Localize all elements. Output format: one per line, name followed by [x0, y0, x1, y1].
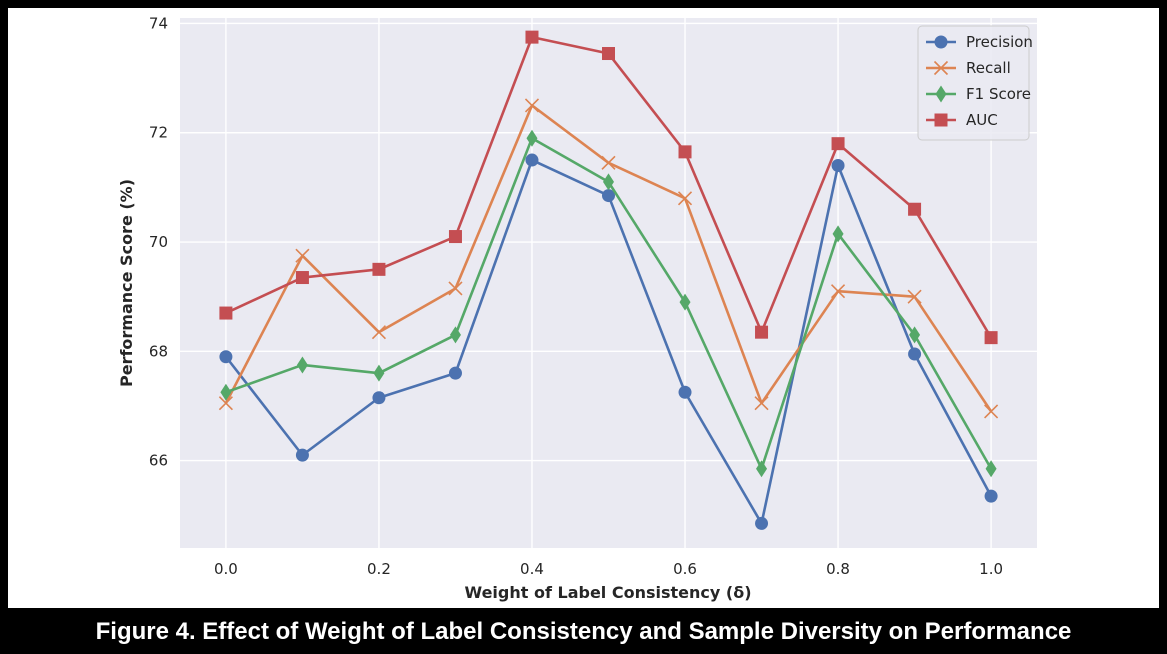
- data-point: [295, 248, 310, 263]
- data-point: [371, 325, 387, 340]
- data-point: [372, 391, 386, 405]
- series-layer: [218, 30, 999, 530]
- figure-caption: Figure 4. Effect of Weight of Label Cons…: [95, 618, 1072, 645]
- x-tick-label: 1.0: [979, 560, 1003, 578]
- x-tick-label: 0.4: [520, 560, 544, 578]
- y-tick-label: 68: [149, 342, 168, 360]
- legend-label: Recall: [966, 59, 1011, 77]
- data-point: [933, 60, 949, 76]
- x-axis-label: Weight of Label Consistency (δ): [465, 583, 752, 602]
- data-point: [984, 331, 998, 345]
- data-point: [220, 383, 232, 401]
- y-tick-label: 72: [149, 124, 168, 142]
- data-point: [296, 356, 308, 374]
- data-point: [373, 364, 385, 382]
- data-point: [219, 350, 233, 364]
- y-tick-label: 66: [149, 452, 168, 470]
- data-point: [935, 85, 947, 103]
- legend-label: Precision: [966, 33, 1033, 51]
- data-point: [525, 30, 539, 44]
- data-point: [678, 385, 692, 399]
- plot-area: [180, 18, 1037, 548]
- data-point: [832, 225, 844, 243]
- data-point: [756, 460, 768, 478]
- data-point: [448, 281, 463, 296]
- series-f1-score: [220, 129, 997, 478]
- data-point: [526, 129, 538, 147]
- data-point: [934, 35, 948, 49]
- data-point: [984, 489, 998, 503]
- data-point: [830, 284, 846, 299]
- data-point: [909, 326, 921, 344]
- data-point: [678, 145, 692, 159]
- data-point: [907, 289, 922, 304]
- data-point: [601, 155, 616, 170]
- data-point: [934, 113, 948, 127]
- data-point: [602, 47, 615, 61]
- data-point: [372, 262, 386, 276]
- legend-item: Precision: [926, 33, 1033, 51]
- legend-item: F1 Score: [926, 85, 1031, 103]
- data-point: [219, 306, 233, 320]
- line-chart: 0.0 0.2 0.4 0.6 0.8 1.0 66 68 70 72 74 Weight of L…: [117, 14, 1037, 602]
- data-point: [754, 396, 769, 411]
- series-recall: [218, 98, 999, 419]
- y-tick-label: 70: [149, 233, 168, 251]
- data-point: [755, 325, 769, 339]
- data-point: [295, 271, 309, 285]
- data-point: [984, 404, 999, 419]
- legend: Precision Recall F1 Score AUC: [917, 25, 1033, 141]
- data-point: [448, 366, 462, 380]
- data-point: [448, 230, 462, 244]
- legend-box: [917, 25, 1030, 141]
- series-precision: [219, 153, 998, 530]
- y-tick-label: 74: [149, 14, 168, 32]
- legend-label: F1 Score: [966, 85, 1031, 103]
- data-point: [449, 326, 461, 344]
- data-point: [218, 396, 233, 411]
- data-point: [679, 293, 691, 311]
- data-point: [524, 98, 540, 113]
- data-point: [755, 516, 769, 530]
- data-point: [831, 137, 845, 151]
- legend-item: Recall: [926, 59, 1011, 77]
- tick-labels: 0.0 0.2 0.4 0.6 0.8 1.0 66 68 70 72 74: [149, 14, 1003, 578]
- x-tick-label: 0.2: [367, 560, 391, 578]
- y-axis-label: Performance Score (%): [117, 179, 136, 387]
- x-tick-label: 0.6: [673, 560, 697, 578]
- legend-label: AUC: [966, 111, 998, 129]
- figure-frame: 0.0 0.2 0.4 0.6 0.8 1.0 66 68 70 72 74 Weight of L…: [8, 8, 1159, 608]
- series-auc: [219, 30, 998, 345]
- data-point: [603, 173, 614, 191]
- data-point: [677, 191, 693, 206]
- data-point: [295, 448, 309, 462]
- data-point: [985, 460, 997, 478]
- data-point: [831, 159, 845, 173]
- x-tick-label: 0.8: [826, 560, 850, 578]
- data-point: [908, 202, 922, 216]
- x-tick-label: 0.0: [214, 560, 238, 578]
- data-point: [602, 189, 615, 203]
- data-point: [525, 153, 539, 167]
- legend-item: AUC: [926, 111, 998, 129]
- data-point: [908, 347, 922, 361]
